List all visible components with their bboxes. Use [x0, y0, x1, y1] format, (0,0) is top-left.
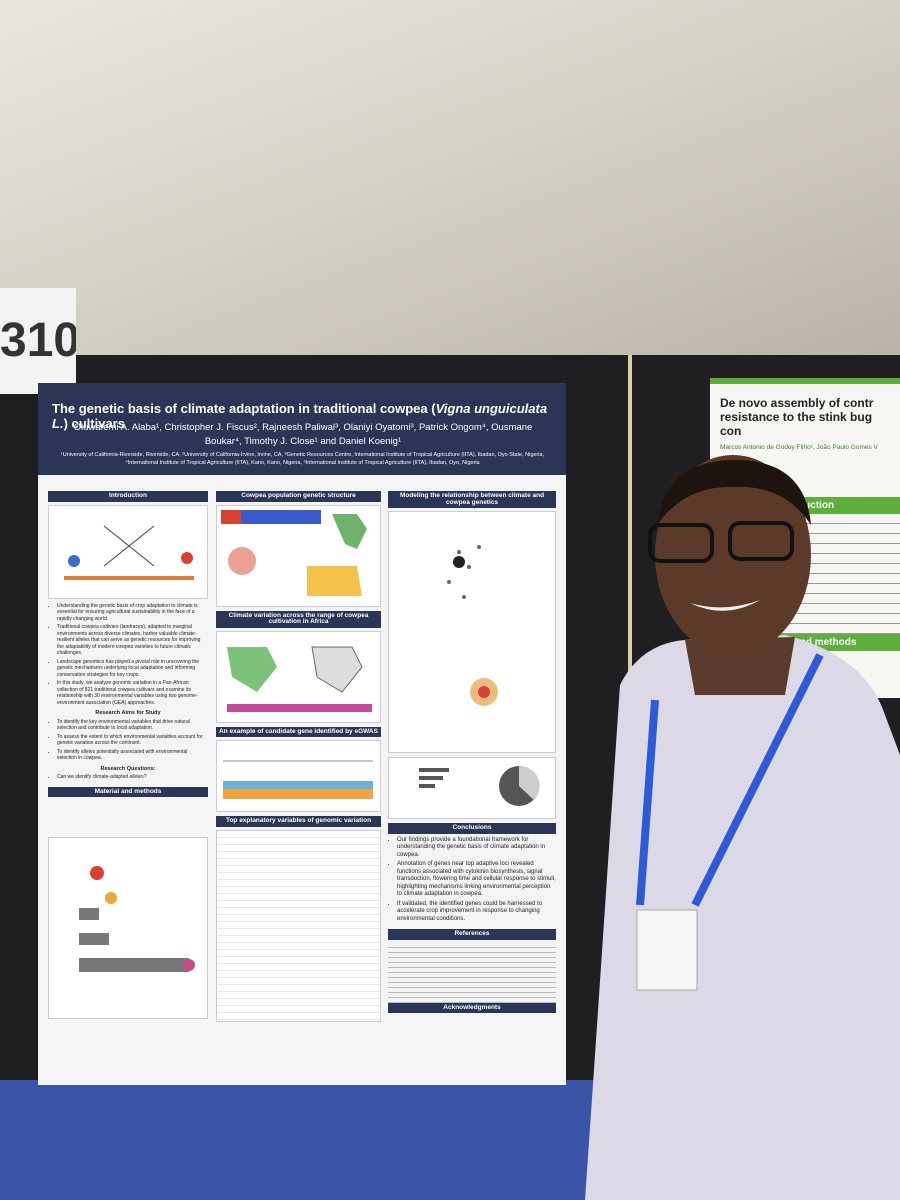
neighbor-authors: Marcos Antonio de Godoy Filho¹, João Pau… — [720, 444, 878, 451]
conclusion-bullets: Our findings provide a foundational fram… — [388, 837, 556, 924]
bullet: To identify the key environmental variab… — [57, 719, 208, 732]
poster-affiliations: ¹University of California-Riverside, Riv… — [60, 452, 545, 466]
intro-diagram — [64, 525, 194, 580]
title-part: The genetic basis of climate adaptation … — [52, 401, 436, 416]
lanyard — [636, 653, 824, 907]
section-heading: References — [388, 929, 556, 940]
hair — [657, 460, 811, 525]
smile — [690, 600, 760, 611]
glasses — [728, 521, 794, 561]
booth-number: 310 — [0, 288, 76, 394]
subheading: Research Aims for Study — [95, 710, 161, 716]
section-heading: Top explanatory variables of genomic var… — [216, 816, 381, 827]
neck — [685, 637, 795, 695]
presenter — [585, 455, 900, 1200]
intro-bullets: Understanding the genetic basis of crop … — [48, 603, 208, 707]
poster-title: The genetic basis of climate adaptation … — [52, 401, 552, 431]
neighbor-title: De novo assembly of contr resistance to t… — [710, 384, 900, 438]
bullet: To identify alleles potentially associat… — [57, 749, 208, 762]
figure — [48, 504, 208, 599]
poster-header: The genetic basis of climate adaptation … — [38, 383, 566, 475]
climate-maps — [227, 646, 372, 712]
aims-bullets: To identify the key environmental variab… — [48, 719, 208, 762]
methods-chart — [79, 866, 195, 972]
structure-plots — [221, 509, 367, 596]
glasses — [648, 523, 714, 563]
bullet: If validated, the identified genes could… — [397, 901, 556, 924]
figure — [216, 504, 381, 607]
title-line: resistance to the stink bug con — [720, 410, 873, 438]
bullet: In this study, we analyze genomic variat… — [57, 680, 208, 706]
section-heading: An example of candidate gene identified … — [216, 726, 381, 737]
column-left: Introduction Understanding the genetic b… — [48, 491, 208, 1023]
section-heading: Modeling the relationship between climat… — [388, 491, 556, 508]
table-figure — [216, 829, 381, 1022]
section-heading: Cowpea population genetic structure — [216, 491, 381, 502]
species-name: Vigna unguiculata L. — [52, 401, 548, 431]
section-heading: Acknowledgments — [388, 1002, 556, 1013]
questions-bullets: Can we identify climate-adapted alleles? — [48, 774, 208, 781]
bullet: Can we identify climate-adapted alleles? — [57, 774, 208, 781]
bullet: Landscape genomics has played a pivotal … — [57, 659, 208, 679]
section-heading: Introduction — [48, 491, 208, 502]
bullet: To assess the extent to which environmen… — [57, 734, 208, 747]
figure — [216, 630, 381, 723]
bullet: Understanding the genetic basis of crop … — [57, 603, 208, 623]
section-heading: Conclusions — [388, 823, 556, 834]
section-heading: Climate variation across the range of co… — [216, 610, 381, 628]
column-right: Modeling the relationship between climat… — [388, 491, 556, 1016]
figure — [48, 837, 208, 1019]
accent-bar — [710, 378, 900, 384]
column-middle: Cowpea population genetic structure Clim… — [216, 491, 381, 1026]
subheading: Research Questions: — [100, 765, 156, 772]
manhattan-plot — [223, 760, 373, 799]
title-line: De novo assembly of contr — [720, 396, 874, 410]
figure — [388, 511, 556, 753]
shirt — [585, 635, 900, 1200]
research-poster: The genetic basis of climate adaptation … — [38, 383, 566, 1085]
bullet: Annotation of genes near top adaptive lo… — [397, 861, 556, 899]
title-part: ) cultivars — [63, 416, 125, 431]
reference-lines — [388, 942, 556, 1003]
figure — [216, 740, 381, 812]
name-badge — [636, 909, 698, 991]
figure — [388, 757, 556, 819]
poster-authors: Oluwafemi A. Alaba¹, Christopher J. Fisc… — [73, 422, 533, 447]
pie-figure — [419, 765, 540, 806]
bullet: Our findings provide a foundational fram… — [397, 837, 556, 860]
bullet: Traditional cowpea cultivars (landraces)… — [57, 624, 208, 657]
ceiling — [0, 0, 900, 370]
rda-plots — [447, 545, 498, 706]
section-heading: Material and methods — [48, 786, 208, 797]
